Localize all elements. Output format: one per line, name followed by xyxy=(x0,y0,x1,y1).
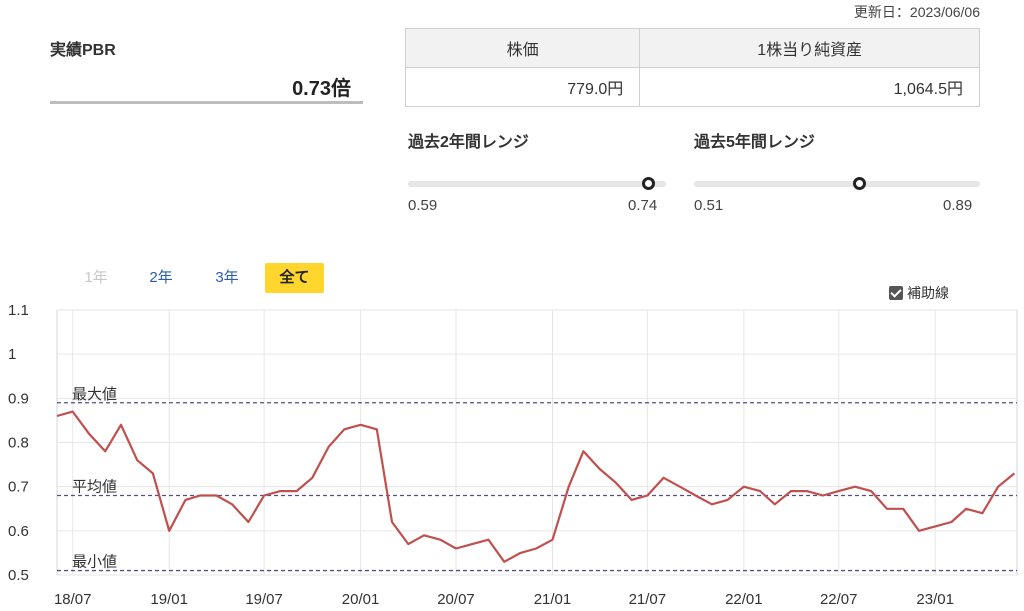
x-tick-label: 22/01 xyxy=(725,591,763,608)
price-bps-table: 株価 1株当り純資産 779.0円 1,064.5円 xyxy=(404,28,980,107)
reference-line-label: 平均値 xyxy=(72,479,117,496)
stock-price-value: 779.0円 xyxy=(404,67,641,107)
pbr-panel: 実績PBR 0.73倍 xyxy=(50,36,363,104)
range-2y-knob xyxy=(642,177,656,190)
x-tick-label: 22/07 xyxy=(820,591,858,608)
y-tick-label: 0.9 xyxy=(8,390,29,407)
x-tick-label: 20/07 xyxy=(437,591,475,608)
range-5y-min: 0.51 xyxy=(694,197,724,214)
reference-line-label: 最大値 xyxy=(72,386,117,403)
range-2y-title: 過去2年間レンジ xyxy=(408,134,529,151)
range-5y-title: 過去5年間レンジ xyxy=(694,134,815,151)
range-5y-max: 0.89 xyxy=(943,197,973,214)
tab-3y[interactable]: 3年 xyxy=(215,269,239,286)
range-2y-max: 0.74 xyxy=(628,197,658,214)
bps-header: 1株当り純資産 xyxy=(639,28,980,68)
checkbox-checked-icon[interactable] xyxy=(889,286,903,300)
x-tick-label: 23/01 xyxy=(916,591,954,608)
y-tick-label: 0.6 xyxy=(8,523,29,540)
tab-2y[interactable]: 2年 xyxy=(149,269,173,286)
pbr-value: 0.73倍 xyxy=(292,78,351,100)
tab-all[interactable]: 全て xyxy=(265,263,324,293)
aux-line-label: 補助線 xyxy=(907,285,949,301)
x-tick-label: 19/07 xyxy=(245,591,283,608)
updated-date: 更新日：2023/06/06 xyxy=(853,4,980,20)
range-2y-track xyxy=(408,181,666,187)
range-5y-track xyxy=(694,181,980,187)
y-tick-label: 0.8 xyxy=(8,435,29,452)
x-tick-label: 20/01 xyxy=(342,591,380,608)
x-tick-label: 18/07 xyxy=(54,591,92,608)
y-tick-label: 0.7 xyxy=(8,479,29,496)
reference-line-label: 最小値 xyxy=(72,554,117,571)
x-tick-label: 21/01 xyxy=(534,591,572,608)
y-tick-label: 1.1 xyxy=(8,302,29,319)
stock-price-header: 株価 xyxy=(404,28,641,68)
pbr-line-chart: 1.1 1 0.9 0.8 0.7 0.6 0.5 18/07 19/01 19/07 20/01 2… xyxy=(8,302,1018,608)
y-tick-label: 1 xyxy=(8,346,16,363)
y-tick-label: 0.5 xyxy=(8,567,29,584)
pbr-label: 実績PBR xyxy=(50,42,116,59)
aux-line-toggle[interactable]: 補助線 xyxy=(889,283,949,303)
pbr-series-line xyxy=(56,410,1016,563)
range-5y-knob xyxy=(853,177,867,190)
x-tick-label: 21/07 xyxy=(629,591,667,608)
range-2y-min: 0.59 xyxy=(408,197,438,214)
x-tick-label: 19/01 xyxy=(150,591,188,608)
tab-1y: 1年 xyxy=(84,269,108,286)
bps-value: 1,064.5円 xyxy=(639,67,980,107)
